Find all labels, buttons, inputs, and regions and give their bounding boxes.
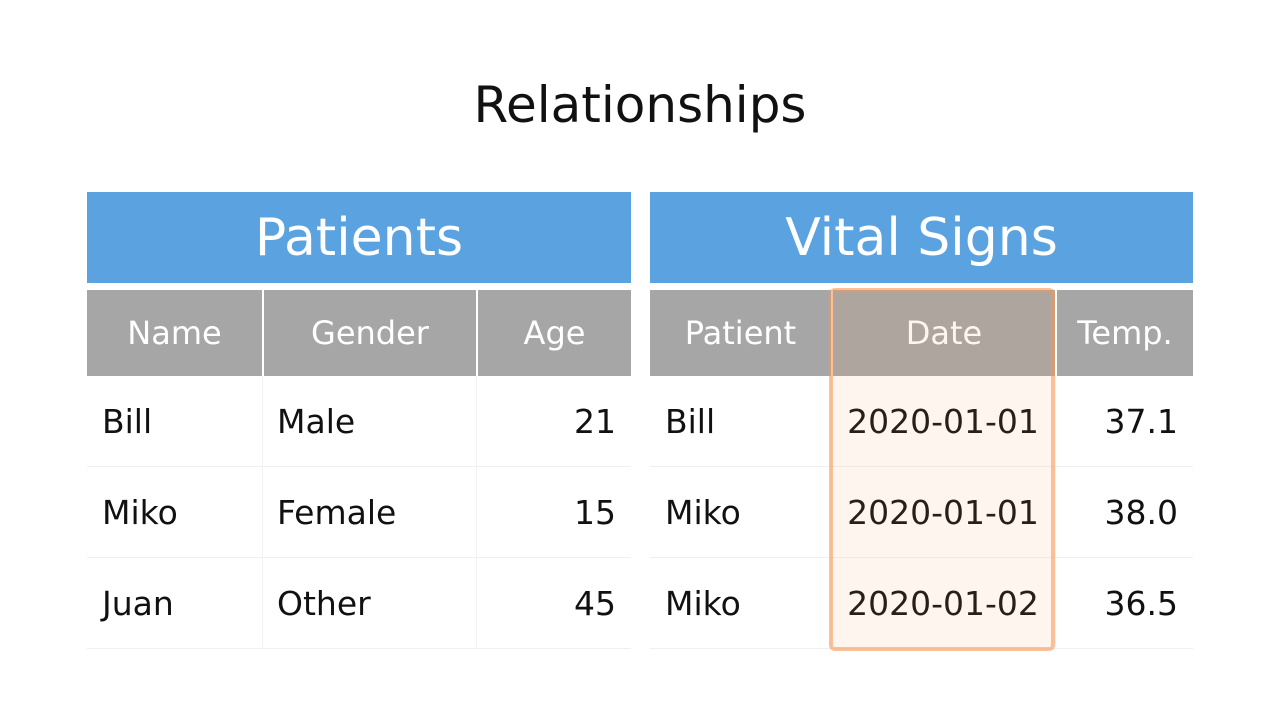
table-cell: 2020-01-01: [831, 376, 1055, 467]
table-cell: 36.5: [1055, 558, 1193, 649]
column-header: Age: [478, 290, 631, 376]
column-divider: [1055, 376, 1056, 649]
table-cell: Female: [262, 467, 476, 558]
table-cell: 2020-01-01: [831, 467, 1055, 558]
table-cell: 15: [476, 467, 631, 558]
table-cell: Miko: [650, 467, 831, 558]
table-cell: 37.1: [1055, 376, 1193, 467]
column-header: Gender: [264, 290, 476, 376]
table-cell: Bill: [87, 376, 262, 467]
table-cell: Male: [262, 376, 476, 467]
column-divider: [476, 376, 477, 649]
table-cell: Bill: [650, 376, 831, 467]
table-cell: Other: [262, 558, 476, 649]
table-title: Patients: [87, 192, 631, 283]
table-title: Vital Signs: [650, 192, 1193, 283]
column-header: Date: [833, 290, 1055, 376]
column-header: Temp.: [1057, 290, 1193, 376]
highlight-box: [829, 288, 1055, 651]
column-divider: [262, 376, 263, 649]
slide-title: Relationships: [473, 76, 807, 134]
table-cell: 45: [476, 558, 631, 649]
column-header: Patient: [650, 290, 831, 376]
table-cell: Juan: [87, 558, 262, 649]
table-cell: Miko: [87, 467, 262, 558]
table-cell: Miko: [650, 558, 831, 649]
table-cell: 21: [476, 376, 631, 467]
column-header: Name: [87, 290, 262, 376]
table-cell: 38.0: [1055, 467, 1193, 558]
